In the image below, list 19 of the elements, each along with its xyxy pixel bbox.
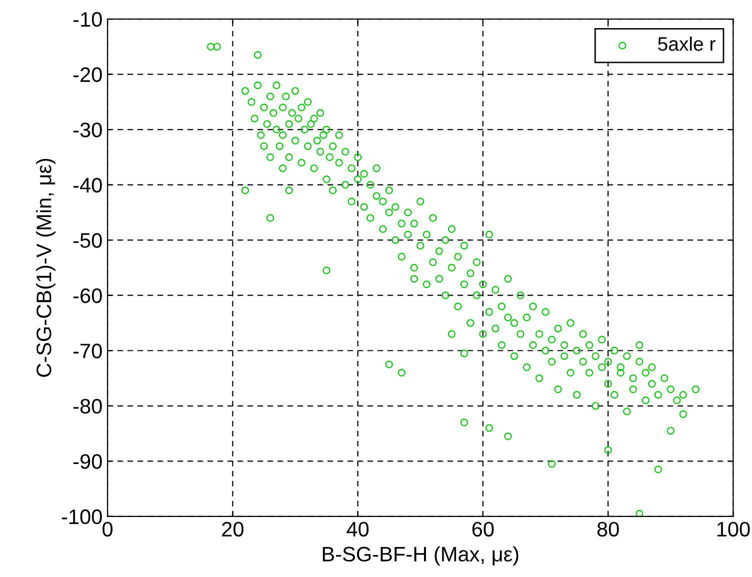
y-tick-label: -60: [73, 288, 102, 304]
legend-label: 5axle r: [658, 36, 716, 51]
x-axis-title: B-SG-BF-H (Max, με): [322, 546, 518, 566]
y-tick-label: -70: [73, 344, 102, 358]
x-tick-label: 60: [472, 522, 494, 537]
y-tick-label: -90: [73, 454, 102, 469]
y-tick-label: -50: [73, 233, 102, 248]
x-tick-label: 40: [346, 522, 369, 537]
y-tick-label: -30: [73, 122, 102, 138]
y-tick-label: -10: [73, 12, 102, 27]
x-tick-label: 20: [222, 522, 244, 537]
y-axis-title: C-SG-CB(1)-V (Min, με): [36, 158, 56, 377]
x-tick-label: 100: [717, 522, 750, 537]
y-tick-label: -80: [73, 398, 102, 414]
y-tick-label: -20: [73, 67, 102, 82]
x-tick-label: 0: [102, 522, 113, 537]
y-tick-label: -100: [62, 509, 102, 524]
y-tick-label: -40: [73, 178, 102, 193]
x-tick-label: 80: [597, 522, 619, 537]
